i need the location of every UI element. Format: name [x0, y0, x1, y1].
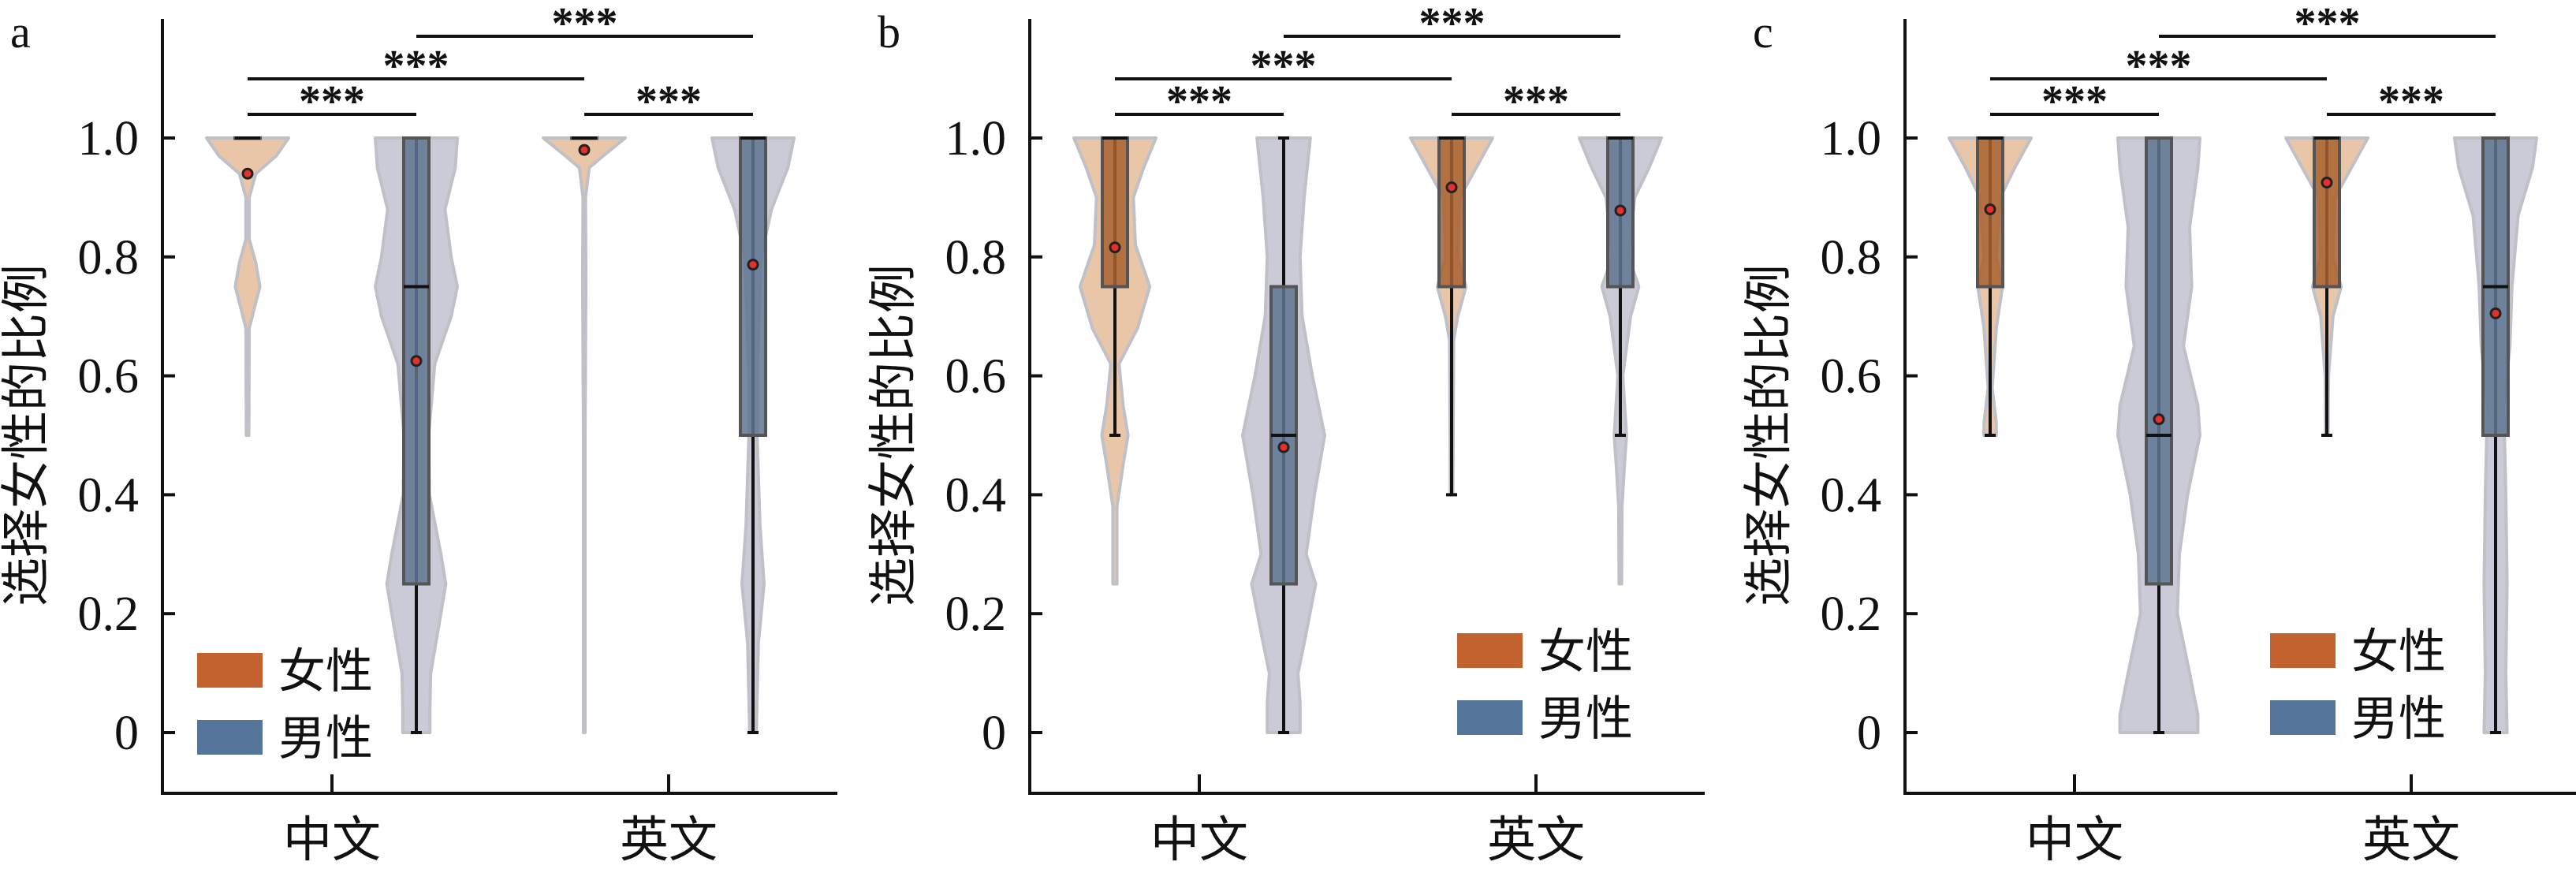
y-tick-label: 0 — [1857, 707, 1881, 760]
significance-stars: *** — [2378, 77, 2444, 126]
mean-marker-male-0 — [410, 355, 423, 367]
box-female-0 — [1101, 136, 1129, 289]
y-tick-label: 1.0 — [1821, 112, 1882, 166]
y-tick-label: 0.8 — [78, 231, 140, 285]
box-female-1 — [2313, 136, 2341, 289]
mean-marker-male-0 — [1277, 441, 1290, 453]
x-tick-label: 中文 — [1150, 814, 1248, 867]
panel-c: 0 0.2 0.4 0.6 0.8 1.0 中文 英文 选择女性的比例 c *** *** *** ***… — [1743, 0, 2576, 867]
y-tick-label: 0.8 — [1821, 231, 1882, 285]
mean-marker-female-1 — [1445, 181, 1458, 194]
significance-stars: *** — [1419, 0, 1486, 48]
panel-b: 0 0.2 0.4 0.6 0.8 1.0 中文 英文 选择女性的比例 b *** *** *** ***… — [867, 0, 1705, 867]
panel-letter: a — [10, 6, 31, 58]
y-axis-label: 选择女性的比例 — [867, 264, 921, 606]
legend-label-female: 女性 — [1538, 626, 1633, 678]
violin-female-1 — [542, 136, 627, 734]
legend-label-female: 女性 — [2351, 626, 2446, 678]
significance-stars: *** — [383, 42, 449, 91]
legend-label-male: 男性 — [278, 713, 373, 765]
x-tick-label: 英文 — [2362, 814, 2460, 867]
y-tick-label: 1.0 — [78, 112, 140, 166]
significance-stars: *** — [552, 0, 618, 48]
legend-swatch-female — [1457, 633, 1523, 668]
x-tick-label: 中文 — [283, 814, 381, 867]
y-axis-label: 选择女性的比例 — [1743, 264, 1796, 606]
significance-stars: *** — [1251, 42, 1317, 91]
mean-marker-female-1 — [578, 144, 591, 156]
significance-stars: *** — [1503, 77, 1569, 126]
panel-letter: c — [1753, 6, 1773, 58]
significance-stars: *** — [636, 77, 702, 126]
significance-stars: *** — [2295, 0, 2361, 48]
mean-marker-male-0 — [2153, 413, 2165, 426]
legend-label-female: 女性 — [278, 646, 373, 698]
legend-label-male: 男性 — [2351, 693, 2446, 745]
legend-swatch-female — [197, 653, 263, 688]
y-axis-label: 选择女性的比例 — [0, 264, 54, 606]
y-tick-label: 0.2 — [945, 587, 1007, 641]
box-male-0 — [2145, 136, 2173, 586]
mean-marker-male-1 — [1614, 204, 1627, 217]
legend-swatch-female — [2270, 633, 2336, 668]
violin-female-0 — [205, 136, 290, 437]
y-tick-label: 1.0 — [945, 112, 1007, 166]
y-tick-label: 0.6 — [78, 350, 140, 404]
legend-label-male: 男性 — [1538, 693, 1633, 745]
mean-marker-male-1 — [747, 259, 759, 271]
significance-stars: *** — [299, 77, 365, 126]
box-male-1 — [739, 136, 767, 437]
mean-marker-female-0 — [1109, 241, 1121, 254]
y-tick-label: 0 — [982, 707, 1006, 760]
mean-marker-female-0 — [241, 167, 254, 180]
y-tick-label: 0.6 — [945, 350, 1007, 404]
mean-marker-male-1 — [2489, 307, 2502, 319]
y-tick-label: 0.8 — [945, 231, 1007, 285]
y-tick-label: 0.4 — [1821, 468, 1882, 522]
y-tick-label: 0.4 — [945, 468, 1007, 522]
x-tick-label: 英文 — [620, 814, 718, 867]
legend-swatch-male — [2270, 700, 2336, 735]
x-tick-label: 中文 — [2026, 814, 2123, 867]
y-tick-label: 0.4 — [78, 468, 140, 522]
y-tick-label: 0.6 — [1821, 350, 1882, 404]
box-female-1 — [1437, 136, 1466, 289]
x-tick-label: 英文 — [1487, 814, 1585, 867]
significance-stars: *** — [1166, 77, 1232, 126]
panel-letter: b — [878, 6, 900, 58]
significance-stars: *** — [2041, 77, 2108, 126]
legend-swatch-male — [197, 720, 263, 755]
significance-stars: *** — [2126, 42, 2192, 91]
mean-marker-female-1 — [2321, 177, 2333, 189]
y-tick-label: 0.2 — [1821, 587, 1882, 641]
y-tick-label: 0 — [114, 707, 139, 760]
legend-swatch-male — [1457, 700, 1523, 735]
y-tick-label: 0.2 — [78, 587, 140, 641]
mean-marker-female-0 — [1984, 203, 1996, 215]
panel-a: 0 0.2 0.4 0.6 0.8 1.0 中文 英文 选择女性的比例 a *** *** *** ***… — [0, 0, 837, 867]
